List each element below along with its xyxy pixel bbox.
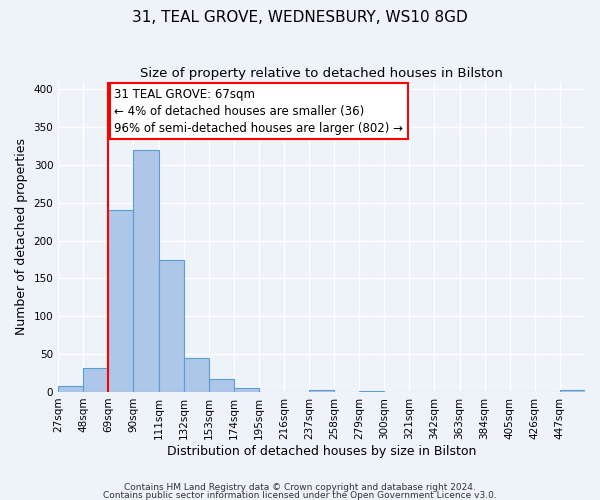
- Bar: [309, 390, 334, 392]
- Text: Contains HM Land Registry data © Crown copyright and database right 2024.: Contains HM Land Registry data © Crown c…: [124, 484, 476, 492]
- Bar: [184, 358, 209, 392]
- Text: 31, TEAL GROVE, WEDNESBURY, WS10 8GD: 31, TEAL GROVE, WEDNESBURY, WS10 8GD: [132, 10, 468, 25]
- Bar: [133, 150, 158, 392]
- Bar: [359, 391, 385, 392]
- Title: Size of property relative to detached houses in Bilston: Size of property relative to detached ho…: [140, 68, 503, 80]
- Bar: [209, 379, 234, 392]
- Bar: [58, 386, 83, 392]
- Bar: [109, 210, 133, 392]
- Y-axis label: Number of detached properties: Number of detached properties: [15, 138, 28, 336]
- Bar: [158, 260, 184, 392]
- Bar: [83, 368, 109, 392]
- Text: Contains public sector information licensed under the Open Government Licence v3: Contains public sector information licen…: [103, 490, 497, 500]
- Text: 31 TEAL GROVE: 67sqm
← 4% of detached houses are smaller (36)
96% of semi-detach: 31 TEAL GROVE: 67sqm ← 4% of detached ho…: [115, 88, 403, 134]
- Bar: [560, 390, 585, 392]
- X-axis label: Distribution of detached houses by size in Bilston: Distribution of detached houses by size …: [167, 444, 476, 458]
- Bar: [234, 388, 259, 392]
